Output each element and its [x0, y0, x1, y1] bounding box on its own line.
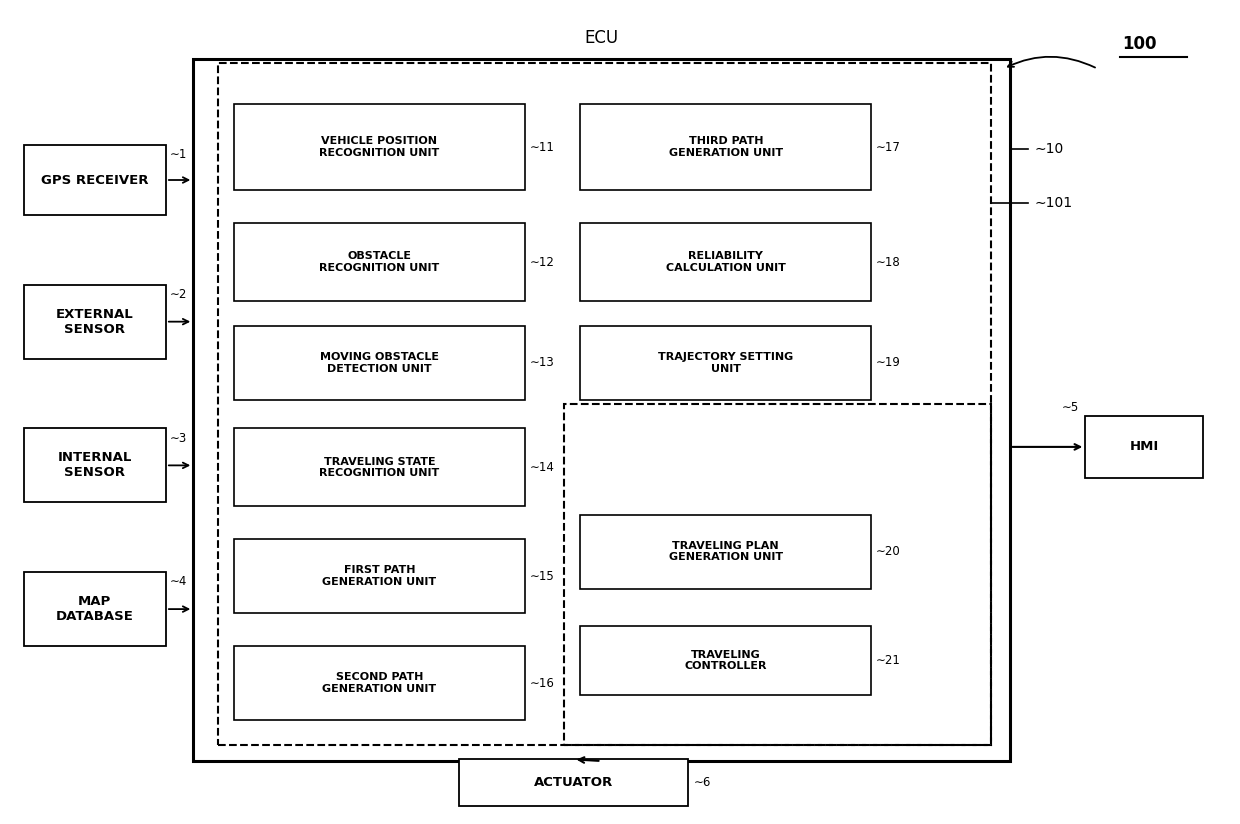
Text: ∼5: ∼5: [1061, 401, 1079, 414]
Bar: [234, 325, 525, 400]
Text: EXTERNAL
SENSOR: EXTERNAL SENSOR: [56, 307, 134, 335]
Text: ∼1: ∼1: [170, 148, 187, 162]
Text: ∼21: ∼21: [877, 654, 901, 667]
Bar: [459, 760, 688, 806]
Text: VEHICLE POSITION
RECOGNITION UNIT: VEHICLE POSITION RECOGNITION UNIT: [319, 136, 439, 158]
Text: ACTUATOR: ACTUATOR: [534, 776, 614, 789]
Text: ∼101: ∼101: [1034, 195, 1073, 209]
Text: MAP
DATABASE: MAP DATABASE: [56, 595, 134, 623]
Bar: [234, 646, 525, 720]
Bar: [234, 428, 525, 507]
Text: TRAVELING
CONTROLLER: TRAVELING CONTROLLER: [684, 649, 768, 672]
Bar: [234, 539, 525, 613]
Text: ∼13: ∼13: [529, 356, 554, 369]
Text: ∼14: ∼14: [529, 461, 554, 474]
Bar: [24, 145, 166, 215]
Text: MOVING OBSTACLE
DETECTION UNIT: MOVING OBSTACLE DETECTION UNIT: [320, 352, 439, 373]
Bar: [580, 104, 872, 190]
Bar: [24, 428, 166, 503]
Text: SECOND PATH
GENERATION UNIT: SECOND PATH GENERATION UNIT: [322, 672, 436, 694]
Bar: [580, 515, 872, 588]
Text: ∼3: ∼3: [170, 432, 187, 445]
Text: FIRST PATH
GENERATION UNIT: FIRST PATH GENERATION UNIT: [322, 565, 436, 587]
Bar: [580, 325, 872, 400]
Text: ∼2: ∼2: [170, 288, 187, 301]
Bar: [24, 572, 166, 646]
Text: ∼20: ∼20: [877, 545, 900, 558]
Text: ∼11: ∼11: [529, 141, 554, 153]
Text: ∼19: ∼19: [877, 356, 901, 369]
Text: THIRD PATH
GENERATION UNIT: THIRD PATH GENERATION UNIT: [668, 136, 782, 158]
Bar: [580, 223, 872, 301]
Text: ∼6: ∼6: [694, 776, 712, 789]
Text: ∼12: ∼12: [529, 255, 554, 269]
Text: OBSTACLE
RECOGNITION UNIT: OBSTACLE RECOGNITION UNIT: [319, 251, 439, 273]
Text: ∼18: ∼18: [877, 255, 900, 269]
Text: RELIABILITY
CALCULATION UNIT: RELIABILITY CALCULATION UNIT: [666, 251, 786, 273]
Text: 100: 100: [1122, 35, 1157, 53]
Text: TRAVELING PLAN
GENERATION UNIT: TRAVELING PLAN GENERATION UNIT: [668, 541, 782, 563]
Bar: [218, 63, 991, 745]
Bar: [234, 104, 525, 190]
Text: ∼17: ∼17: [877, 141, 901, 153]
Bar: [564, 404, 991, 745]
Text: ∼15: ∼15: [529, 569, 554, 583]
Bar: [234, 223, 525, 301]
Bar: [580, 625, 872, 695]
Text: ∼10: ∼10: [1034, 143, 1064, 157]
Text: ∼16: ∼16: [529, 677, 554, 690]
Bar: [1085, 416, 1203, 478]
Text: GPS RECEIVER: GPS RECEIVER: [41, 174, 149, 186]
Text: TRAVELING STATE
RECOGNITION UNIT: TRAVELING STATE RECOGNITION UNIT: [319, 456, 439, 478]
Text: HMI: HMI: [1130, 440, 1158, 453]
Text: TRAJECTORY SETTING
UNIT: TRAJECTORY SETTING UNIT: [658, 352, 794, 373]
Text: ∼4: ∼4: [170, 575, 187, 588]
Bar: [24, 285, 166, 358]
Bar: [193, 59, 1009, 761]
Text: ECU: ECU: [584, 30, 619, 47]
Text: INTERNAL
SENSOR: INTERNAL SENSOR: [57, 452, 131, 480]
